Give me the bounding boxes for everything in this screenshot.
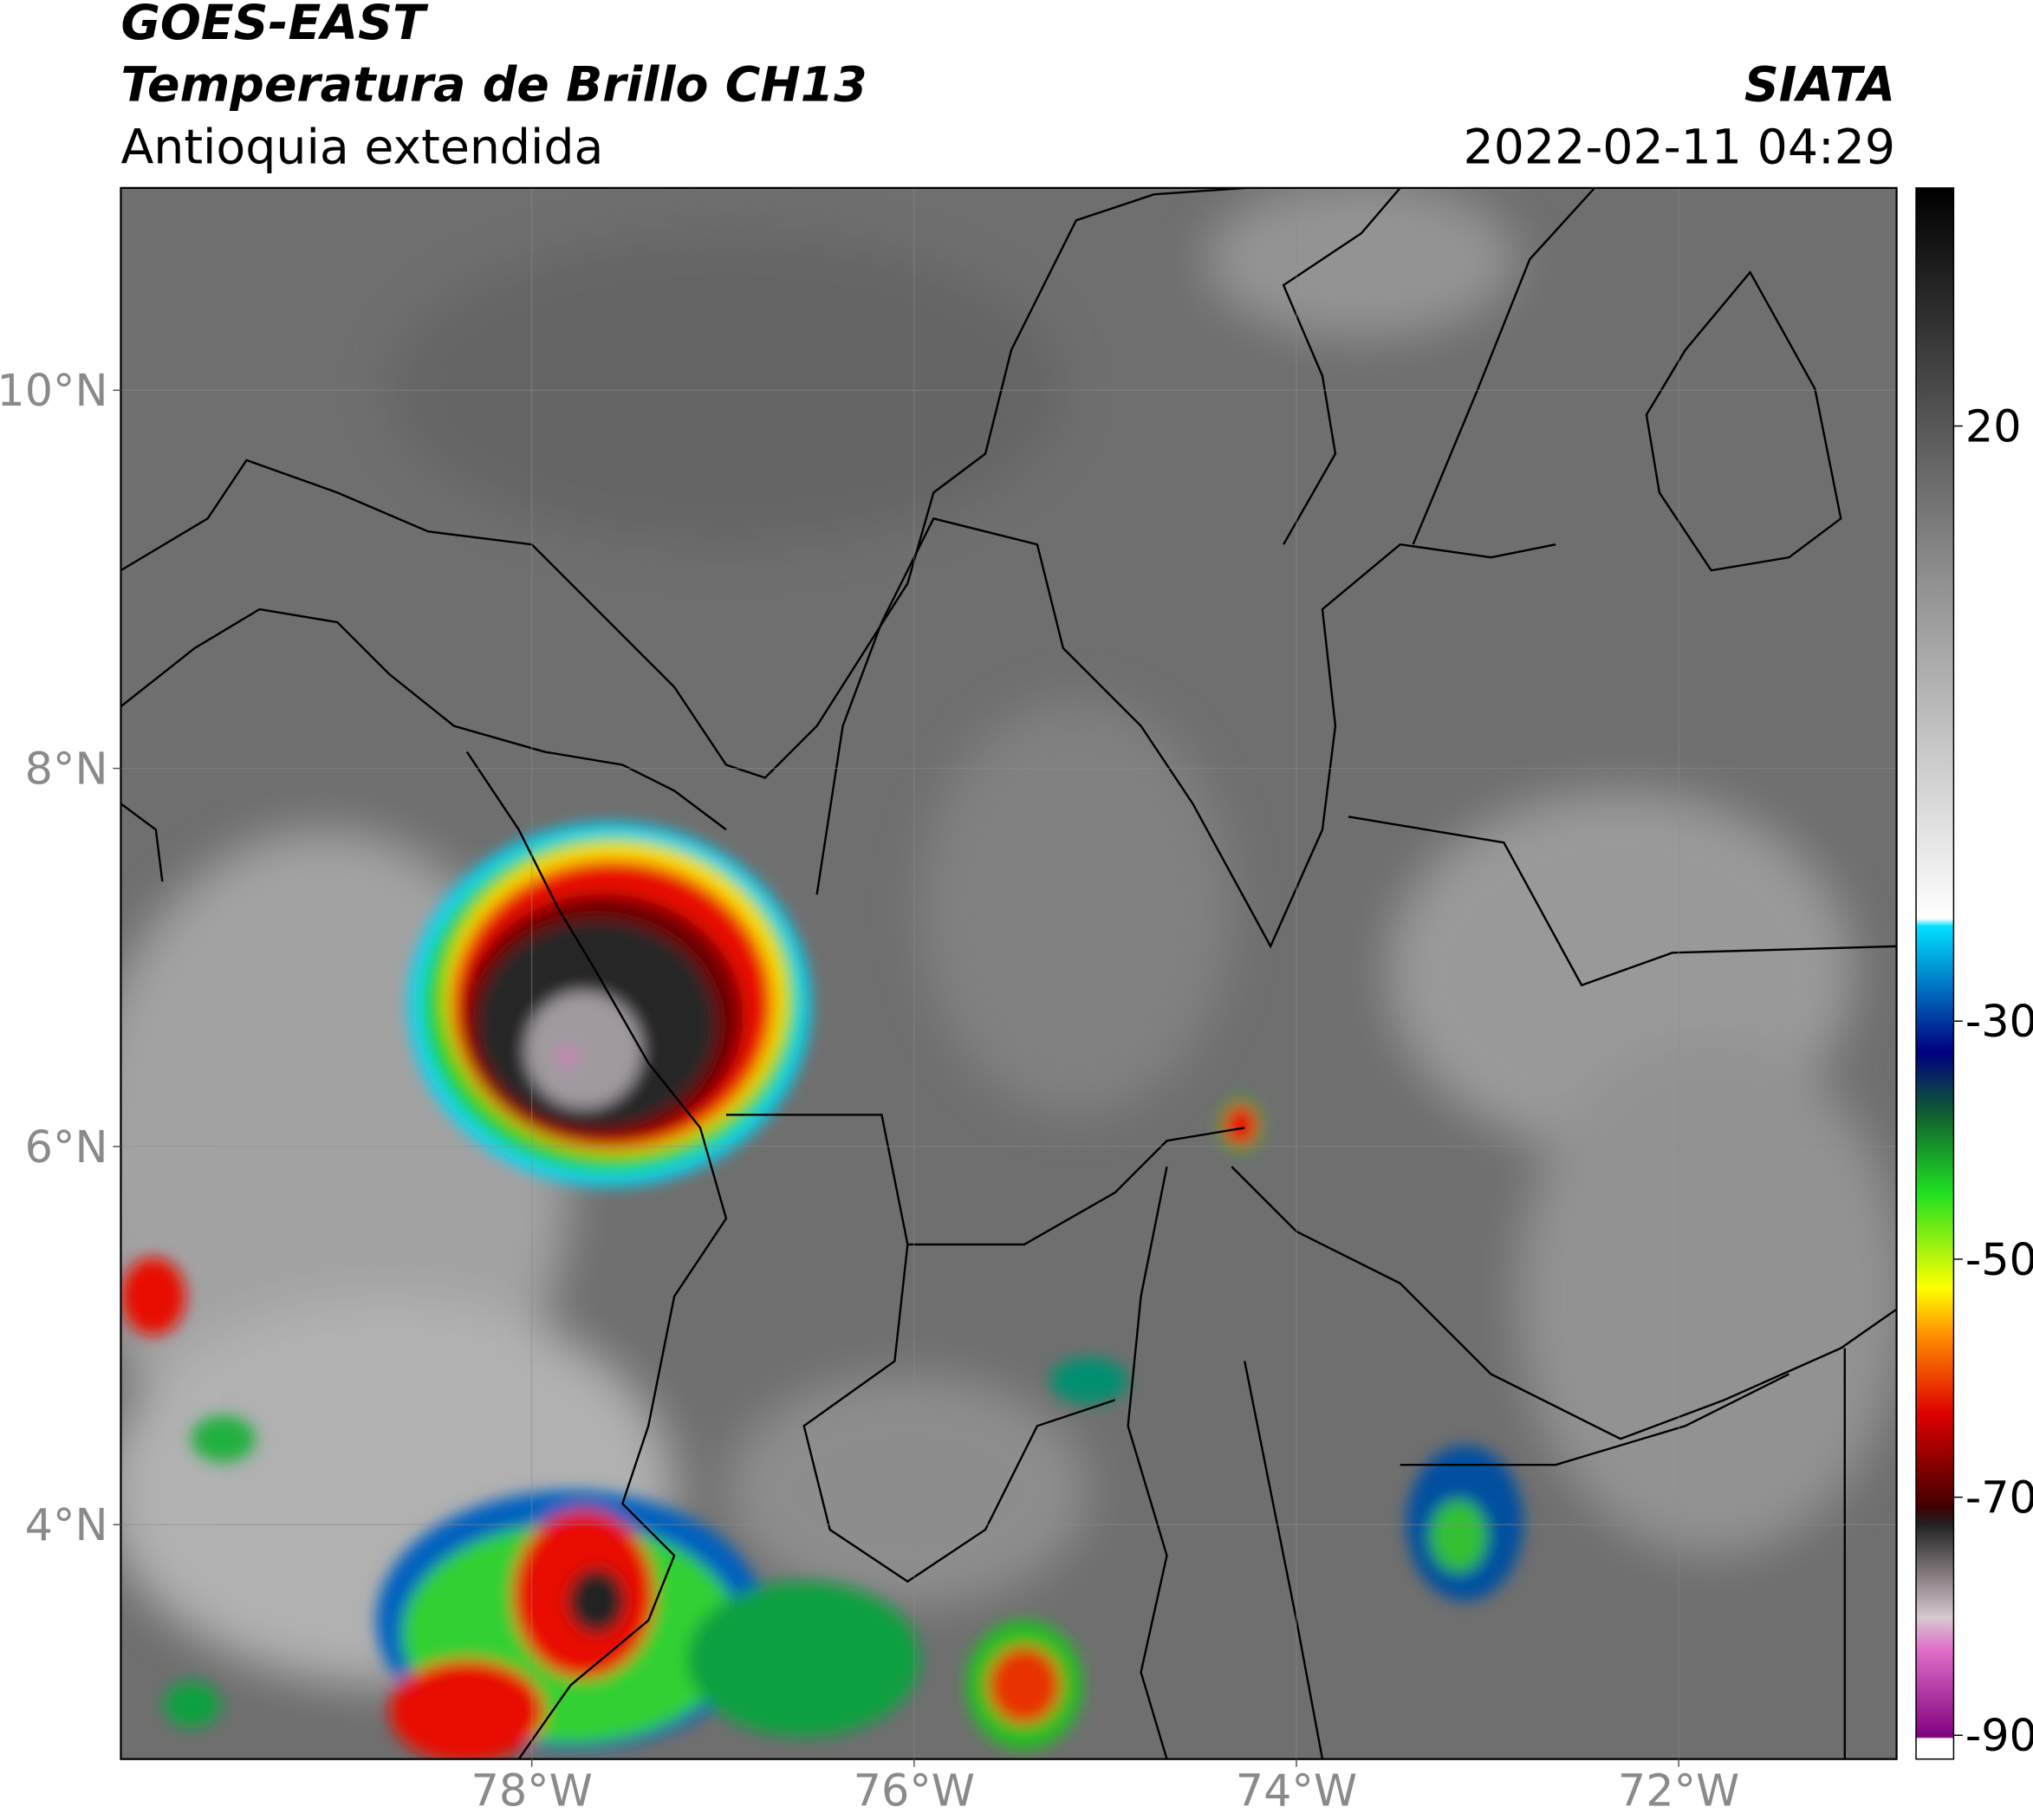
y-tick-label: 10°N (0, 365, 107, 416)
map-image (120, 187, 1897, 1759)
y-tick-label: 4°N (25, 1499, 108, 1550)
y-tick-label: 6°N (25, 1121, 108, 1173)
borders (120, 187, 1897, 1759)
x-tick-label: 76°W (854, 1765, 975, 1817)
colorbar-label: -30 (1965, 996, 2033, 1047)
colorbar (1915, 187, 1955, 1760)
map-frame (120, 186, 1898, 1760)
y-tick-label: 8°N (25, 744, 108, 795)
region: Antioquia extendida (120, 120, 603, 175)
title: GOES-EAST (120, 0, 429, 51)
x-tick-label: 74°W (1236, 1765, 1357, 1817)
subtitle: Temperatura de Brillo CH13 (120, 58, 867, 114)
grid (120, 187, 1897, 1759)
source: SIATA (1744, 58, 1895, 114)
colorbar-label: 20 (1965, 400, 2022, 452)
x-tick-label: 78°W (471, 1765, 592, 1817)
colorbar-label: -90 (1965, 1710, 2033, 1761)
datetime: 2022-02-11 04:29 (1464, 120, 1896, 175)
colorbar-label: -70 (1965, 1472, 2033, 1524)
colorbar-label: -50 (1965, 1234, 2033, 1285)
x-tick-label: 72°W (1618, 1765, 1739, 1817)
